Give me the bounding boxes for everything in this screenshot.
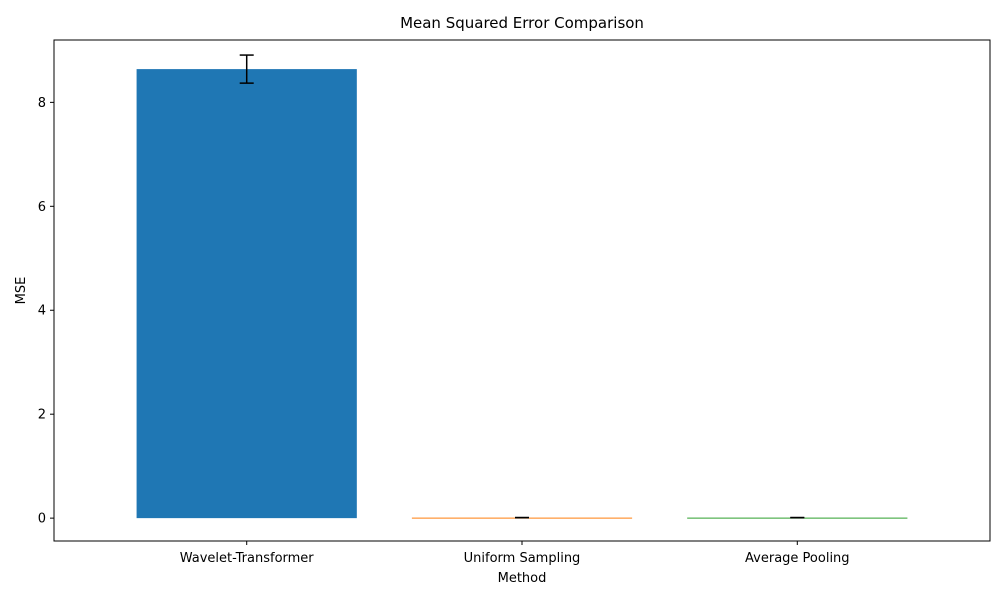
bars-group	[136, 69, 908, 519]
bar-wavelet-transformer	[136, 69, 357, 519]
x-axis-ticks: Wavelet-Transformer Uniform Sampling Avera…	[180, 541, 850, 566]
y-tick-label: 4	[38, 304, 46, 319]
error-bars-group	[239, 54, 805, 519]
y-tick-label: 0	[38, 512, 46, 527]
y-tick-label: 8	[38, 96, 46, 111]
y-axis-ticks: 0 2 4 6 8	[38, 96, 54, 527]
x-tick-label: Wavelet-Transformer	[180, 551, 315, 566]
x-axis-label: Method	[498, 571, 547, 586]
y-tick-label: 2	[38, 408, 46, 423]
x-tick-label: Uniform Sampling	[464, 551, 581, 566]
x-tick-label: Average Pooling	[745, 551, 850, 566]
chart-title: Mean Squared Error Comparison	[400, 14, 644, 32]
y-axis-label: MSE	[14, 277, 29, 305]
y-tick-label: 6	[38, 200, 46, 215]
